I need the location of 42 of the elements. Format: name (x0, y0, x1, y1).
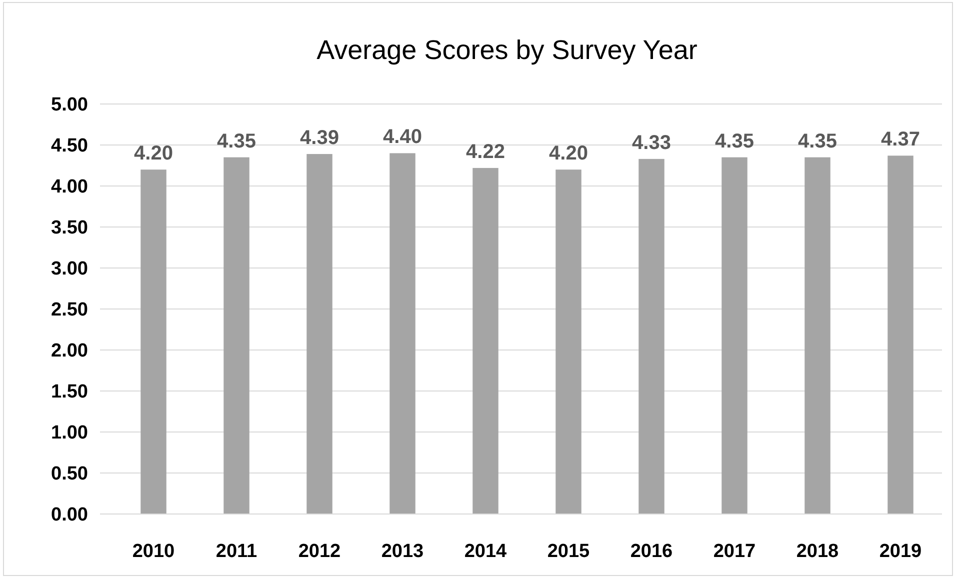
data-label: 4.37 (881, 128, 920, 151)
bar (888, 156, 914, 514)
bar (140, 170, 166, 514)
data-label: 4.35 (217, 130, 256, 152)
x-tick-label: 2019 (879, 541, 922, 562)
bar (306, 154, 332, 514)
y-tick-label: 1.00 (51, 422, 88, 444)
y-tick-label: 1.50 (51, 382, 88, 403)
chart-title: Average Scores by Survey Year (316, 35, 698, 65)
x-tick-label: 2015 (547, 541, 590, 562)
x-tick-label: 2013 (381, 541, 424, 562)
x-tick-label: 2010 (132, 541, 175, 562)
y-tick-label: 4.50 (51, 136, 88, 157)
bar (472, 168, 498, 514)
x-tick-label: 2014 (464, 541, 508, 562)
x-tick-label: 2018 (796, 541, 839, 562)
data-label: 4.39 (300, 127, 339, 150)
y-tick-label: 4.00 (51, 176, 88, 198)
bar (224, 157, 250, 514)
bar (804, 157, 830, 514)
y-tick-label: 5.00 (51, 94, 88, 116)
data-label: 4.22 (466, 140, 505, 163)
data-label: 4.20 (134, 142, 173, 165)
data-label: 4.35 (798, 130, 837, 152)
y-tick-label: 2.50 (51, 300, 88, 321)
y-tick-label: 2.00 (51, 340, 88, 362)
y-tick-label: 3.00 (51, 258, 88, 280)
x-tick-label: 2016 (630, 541, 673, 562)
y-tick-label: 3.50 (51, 218, 88, 239)
x-tick-label: 2011 (216, 541, 258, 562)
y-tick-label: 0.50 (51, 464, 88, 485)
bar (638, 158, 664, 514)
data-label: 4.20 (549, 142, 588, 165)
data-label: 4.35 (715, 130, 754, 152)
x-tick-label: 2017 (713, 541, 756, 562)
data-label: 4.40 (383, 126, 422, 148)
bar (556, 170, 582, 514)
bar (722, 157, 748, 514)
data-label: 4.33 (632, 132, 671, 154)
y-tick-label: 0.00 (51, 504, 88, 526)
x-tick-label: 2012 (298, 541, 341, 562)
bar (390, 153, 416, 514)
